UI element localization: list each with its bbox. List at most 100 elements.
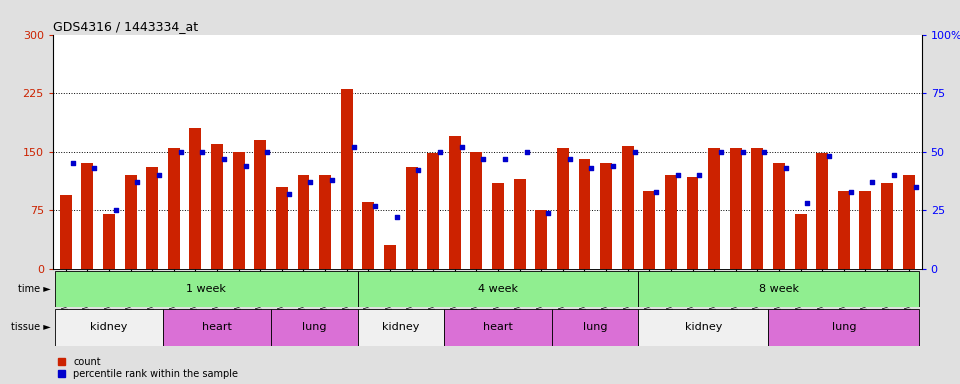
Bar bbox=[514, 179, 525, 269]
Point bbox=[302, 179, 318, 185]
Point bbox=[173, 149, 188, 155]
Bar bbox=[730, 148, 742, 269]
Point bbox=[735, 149, 751, 155]
Point bbox=[886, 172, 901, 178]
Point bbox=[238, 163, 253, 169]
Bar bbox=[470, 152, 482, 269]
Point bbox=[475, 156, 491, 162]
Point bbox=[346, 144, 361, 150]
Point bbox=[432, 149, 447, 155]
Bar bbox=[444, 309, 552, 346]
Point bbox=[540, 210, 556, 216]
Bar bbox=[163, 309, 271, 346]
Bar bbox=[271, 309, 357, 346]
Point bbox=[627, 149, 642, 155]
Point bbox=[108, 207, 124, 214]
Text: heart: heart bbox=[203, 322, 232, 333]
Bar bbox=[298, 175, 309, 269]
Point bbox=[389, 214, 404, 220]
Bar bbox=[232, 152, 245, 269]
Bar bbox=[449, 136, 461, 269]
Point bbox=[865, 179, 880, 185]
Bar bbox=[552, 309, 638, 346]
Bar bbox=[406, 167, 418, 269]
Text: lung: lung bbox=[302, 322, 326, 333]
Point bbox=[756, 149, 772, 155]
Bar bbox=[768, 309, 920, 346]
Bar bbox=[168, 148, 180, 269]
Legend: count, percentile rank within the sample: count, percentile rank within the sample bbox=[58, 357, 238, 379]
Bar bbox=[902, 175, 915, 269]
Text: lung: lung bbox=[583, 322, 608, 333]
Bar bbox=[638, 309, 768, 346]
Point bbox=[195, 149, 210, 155]
Bar bbox=[838, 191, 850, 269]
Bar bbox=[708, 148, 720, 269]
Point bbox=[779, 165, 794, 171]
Text: tissue ►: tissue ► bbox=[12, 322, 51, 333]
Point bbox=[65, 161, 81, 167]
Bar bbox=[357, 309, 444, 346]
Bar bbox=[427, 153, 439, 269]
Bar bbox=[254, 140, 266, 269]
Bar bbox=[125, 175, 136, 269]
Point bbox=[86, 165, 102, 171]
Bar bbox=[622, 146, 634, 269]
Bar bbox=[103, 214, 115, 269]
Text: lung: lung bbox=[831, 322, 856, 333]
Bar bbox=[55, 271, 357, 307]
Bar bbox=[773, 164, 785, 269]
Bar bbox=[319, 175, 331, 269]
Point bbox=[562, 156, 577, 162]
Bar bbox=[859, 191, 872, 269]
Point bbox=[130, 179, 145, 185]
Bar bbox=[686, 177, 699, 269]
Bar bbox=[638, 271, 920, 307]
Point bbox=[843, 189, 858, 195]
Point bbox=[216, 156, 231, 162]
Bar bbox=[276, 187, 288, 269]
Point bbox=[670, 172, 685, 178]
Bar bbox=[600, 164, 612, 269]
Text: 8 week: 8 week bbox=[759, 284, 799, 294]
Bar bbox=[816, 153, 828, 269]
Bar bbox=[362, 202, 374, 269]
Bar bbox=[211, 144, 223, 269]
Bar bbox=[643, 191, 656, 269]
Bar bbox=[492, 183, 504, 269]
Point bbox=[713, 149, 729, 155]
Bar bbox=[82, 164, 93, 269]
Bar bbox=[579, 159, 590, 269]
Bar bbox=[795, 214, 806, 269]
Bar bbox=[189, 128, 202, 269]
Text: time ►: time ► bbox=[18, 284, 51, 294]
Bar bbox=[55, 309, 163, 346]
Bar bbox=[665, 175, 677, 269]
Point bbox=[411, 167, 426, 174]
Point bbox=[497, 156, 513, 162]
Text: kidney: kidney bbox=[684, 322, 722, 333]
Bar bbox=[536, 210, 547, 269]
Point bbox=[281, 191, 297, 197]
Point bbox=[518, 149, 534, 155]
Bar bbox=[146, 167, 158, 269]
Point bbox=[822, 153, 837, 159]
Bar bbox=[752, 148, 763, 269]
Point bbox=[800, 200, 815, 206]
Text: GDS4316 / 1443334_at: GDS4316 / 1443334_at bbox=[53, 20, 198, 33]
Point bbox=[649, 189, 664, 195]
Bar bbox=[881, 183, 893, 269]
Point bbox=[259, 149, 275, 155]
Text: kidney: kidney bbox=[90, 322, 128, 333]
Text: 4 week: 4 week bbox=[478, 284, 518, 294]
Bar bbox=[60, 195, 72, 269]
Text: kidney: kidney bbox=[382, 322, 420, 333]
Point bbox=[692, 172, 708, 178]
Point bbox=[152, 172, 167, 178]
Point bbox=[605, 163, 620, 169]
Point bbox=[454, 144, 469, 150]
Bar bbox=[341, 89, 352, 269]
Point bbox=[324, 177, 340, 183]
Text: 1 week: 1 week bbox=[186, 284, 227, 294]
Bar bbox=[384, 245, 396, 269]
